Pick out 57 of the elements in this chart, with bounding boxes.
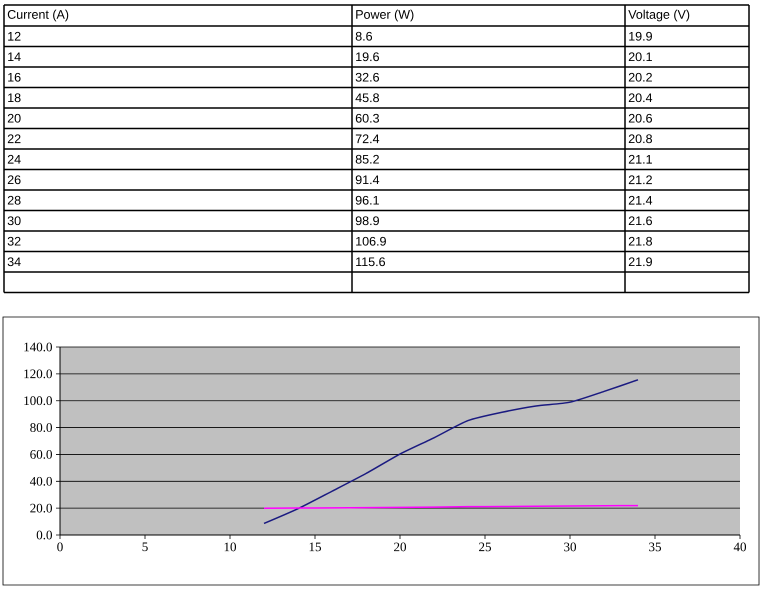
x-tick-label: 10 [224, 542, 236, 552]
line-series [263, 379, 639, 524]
text: 28 [8, 196, 21, 205]
y-tick-label: 140.0 [24, 342, 52, 352]
text: 20.2 [628, 72, 652, 82]
text: 115.6 [356, 257, 386, 266]
text: 20.8 [628, 134, 652, 144]
text: Current (A) [8, 10, 68, 22]
text: 45.8 [355, 93, 379, 102]
text: 20 [8, 114, 21, 123]
text: 85.2 [356, 154, 379, 164]
text: 22 [8, 134, 20, 144]
text: 106.9 [356, 236, 386, 246]
y-tick-label: 20.0 [30, 504, 52, 513]
y-tick-label: 40.0 [30, 476, 52, 486]
text: 26 [8, 175, 21, 184]
x-tick-label: 20 [394, 542, 406, 552]
y-tick-label: 100.0 [24, 396, 52, 406]
x-tick-label: 0 [57, 542, 63, 552]
x-tick-label: 25 [479, 542, 491, 552]
text: 96.1 [356, 196, 379, 205]
text: 21.2 [628, 175, 652, 184]
text: 30 [8, 216, 21, 226]
text: 34 [8, 257, 21, 266]
text: 21.1 [628, 154, 652, 164]
text: Power (W) [356, 10, 414, 22]
x-tick-label: 30 [564, 542, 576, 552]
text: 32.6 [356, 72, 379, 82]
text: 32 [8, 236, 20, 246]
text: 19.9 [629, 32, 652, 41]
x-tick-label: 5 [142, 542, 148, 552]
y-tick-label: 0.0 [36, 530, 52, 540]
y-tick-label: 60.0 [30, 450, 52, 459]
text: 20.6 [628, 114, 652, 123]
text: 60.3 [356, 114, 379, 123]
y-tick-label: 80.0 [30, 423, 52, 432]
text: 14 [8, 52, 21, 62]
text: 20.1 [628, 52, 652, 62]
text: 21.9 [628, 257, 652, 266]
text: Voltage (V) [628, 10, 690, 22]
text: 91.4 [356, 175, 380, 184]
x-tick-label: 15 [310, 542, 321, 552]
text: 24 [8, 154, 21, 164]
text: 21.4 [628, 196, 652, 205]
text: 20.4 [628, 93, 652, 102]
y-tick-label: 120.0 [24, 369, 52, 378]
text: 12 [8, 32, 20, 41]
x-tick-label: 35 [649, 542, 661, 552]
text: 21.8 [628, 236, 652, 246]
text: 72.4 [356, 134, 380, 144]
text: 8.6 [356, 32, 372, 41]
text: 16 [8, 72, 21, 82]
text: 98.9 [356, 216, 379, 226]
text: 21.6 [628, 216, 652, 226]
x-tick-label: 40 [734, 542, 746, 552]
text: 19.6 [356, 52, 379, 62]
text: 18 [8, 93, 21, 102]
